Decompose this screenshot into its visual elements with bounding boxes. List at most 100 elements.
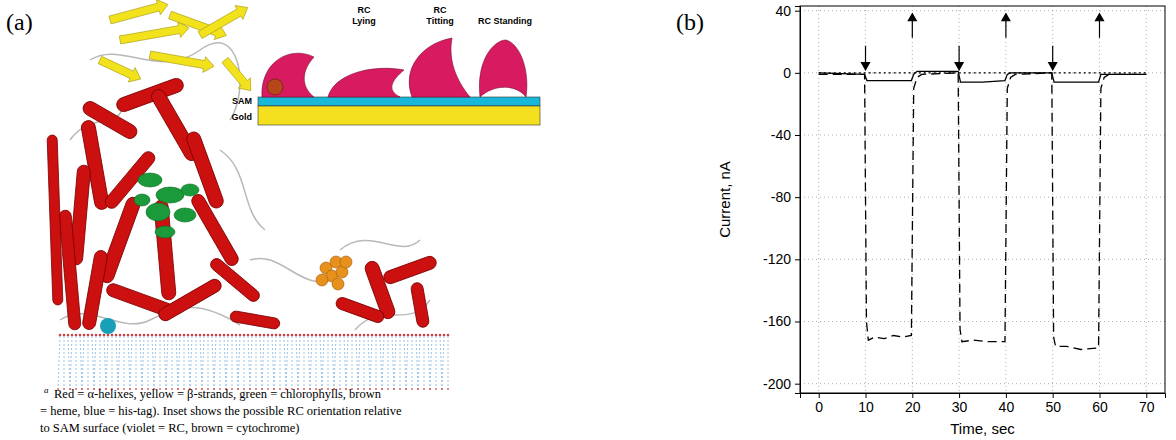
sam-chain bbox=[112, 336, 113, 388]
chlorophyll bbox=[134, 194, 150, 206]
sam-chain bbox=[262, 336, 264, 388]
sam-head bbox=[219, 334, 222, 337]
sam-head bbox=[351, 334, 354, 337]
sam-chain bbox=[140, 336, 142, 388]
chlorophyll bbox=[138, 173, 162, 187]
tick-mark bbox=[795, 73, 800, 74]
sam-head bbox=[387, 334, 390, 337]
sam-chain bbox=[128, 336, 130, 388]
sam-bar bbox=[258, 97, 540, 106]
tick-label: 10 bbox=[858, 399, 874, 415]
heme bbox=[340, 256, 352, 268]
sam-head bbox=[395, 334, 398, 337]
sam-chain bbox=[184, 336, 185, 388]
sam-head bbox=[71, 334, 74, 337]
sam-tail bbox=[381, 388, 383, 390]
sam-head bbox=[179, 334, 182, 337]
sam-chain bbox=[154, 336, 156, 388]
sam-head bbox=[251, 334, 254, 337]
sam-head bbox=[335, 334, 338, 337]
tick: 0 bbox=[815, 393, 823, 415]
sam-head bbox=[239, 334, 242, 337]
sam-head bbox=[171, 334, 174, 337]
sam-head bbox=[199, 334, 202, 337]
tick-label: 30 bbox=[952, 399, 968, 415]
sam-chain bbox=[164, 336, 166, 388]
caption: aRed = α-helixes, yellow = β-strands, gr… bbox=[40, 385, 402, 435]
sam-head bbox=[391, 334, 394, 337]
sam-chain bbox=[232, 336, 233, 388]
sam-head bbox=[419, 334, 422, 337]
sam-chain bbox=[64, 336, 65, 388]
inset-layer-label: SAM bbox=[232, 96, 252, 106]
sam-head bbox=[163, 334, 166, 337]
sam-head bbox=[363, 334, 366, 337]
sam-head bbox=[91, 334, 94, 337]
sam-chain bbox=[256, 336, 257, 388]
sam-head bbox=[255, 334, 258, 337]
alpha-helix bbox=[189, 192, 240, 268]
rc-shape bbox=[479, 40, 526, 97]
sam-chain bbox=[440, 336, 442, 388]
x-axis: 010203040506070 bbox=[801, 393, 1166, 415]
sam-head bbox=[347, 334, 350, 337]
tick-mark bbox=[795, 135, 800, 136]
sam-head bbox=[75, 334, 78, 337]
tick: -40 bbox=[771, 127, 800, 143]
sam-head bbox=[311, 334, 314, 337]
panel-label: (b) bbox=[676, 9, 704, 35]
tick: -160 bbox=[763, 313, 800, 329]
sam-chain bbox=[304, 336, 305, 388]
tick-label: 20 bbox=[905, 399, 921, 415]
series-line bbox=[819, 71, 1147, 82]
tick-mark bbox=[795, 11, 800, 12]
sam-head bbox=[427, 334, 430, 337]
sam-chain bbox=[116, 336, 118, 388]
sam-chain bbox=[244, 336, 245, 388]
panel-label: (a) bbox=[6, 9, 33, 35]
sam-chain bbox=[212, 336, 214, 388]
y-axis: 400-40-80-120-160-200 bbox=[763, 3, 801, 394]
beta-strand bbox=[108, 0, 170, 28]
sam-chain bbox=[88, 336, 89, 388]
sam-head bbox=[379, 334, 382, 337]
sam-chain bbox=[224, 336, 226, 388]
tick-label: 40 bbox=[775, 3, 791, 19]
inset-orientation-label: RC bbox=[358, 5, 371, 15]
sam-chain bbox=[418, 336, 420, 388]
sam-chain bbox=[292, 336, 293, 388]
sam-tail bbox=[429, 388, 431, 390]
sam-head bbox=[367, 334, 370, 337]
sam-chain bbox=[428, 336, 430, 388]
sam-head bbox=[119, 334, 122, 337]
sam-head bbox=[123, 334, 126, 337]
arrow-marker bbox=[1095, 14, 1103, 38]
sam-head bbox=[359, 334, 362, 337]
sam-tail bbox=[405, 388, 407, 390]
sam-chain bbox=[94, 336, 96, 388]
sam-chain bbox=[376, 336, 377, 388]
alpha-helix bbox=[229, 310, 280, 330]
sam-tail bbox=[417, 388, 419, 390]
sam-chain bbox=[358, 336, 360, 388]
inset-orientation-label: Lying bbox=[352, 16, 376, 26]
sam-chain bbox=[152, 336, 154, 388]
grid-line-y bbox=[800, 10, 1165, 11]
sam-head bbox=[323, 334, 326, 337]
tick: 20 bbox=[905, 393, 921, 415]
sam-chain bbox=[250, 336, 252, 388]
sam-chain bbox=[436, 336, 437, 388]
arrow-marker bbox=[1002, 14, 1010, 38]
sam-head bbox=[63, 334, 66, 337]
sam-chain bbox=[106, 336, 108, 388]
alpha-helix bbox=[410, 282, 430, 328]
tick-label: -200 bbox=[763, 376, 791, 392]
caption-line: = heme, blue = his-tag). Inset shows the… bbox=[40, 404, 402, 418]
alpha-helix bbox=[82, 249, 109, 330]
sam-head bbox=[431, 334, 434, 337]
sam-chain bbox=[58, 336, 60, 388]
beta-strand bbox=[149, 47, 216, 74]
sam-chain bbox=[368, 336, 370, 388]
sam-chain bbox=[406, 336, 408, 388]
coil bbox=[340, 240, 420, 250]
